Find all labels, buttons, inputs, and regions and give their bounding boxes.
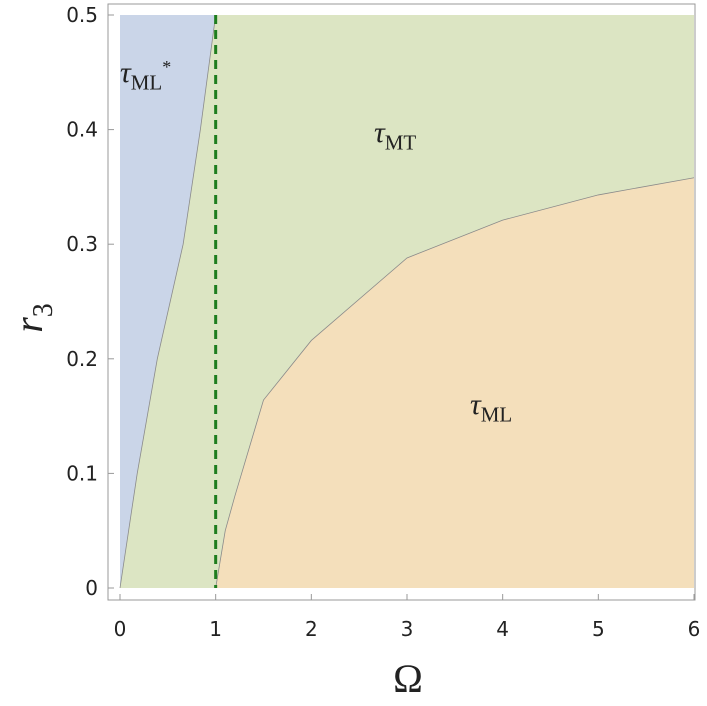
x-tick-label: 1 <box>209 617 222 641</box>
y-tick-label: 0.1 <box>66 461 98 485</box>
label-symbol: τ <box>120 56 132 89</box>
label-symbol: τ <box>470 388 482 421</box>
y-tick-label: 0 <box>85 576 98 600</box>
label-superscript: * <box>162 57 171 77</box>
region-boundary <box>215 177 695 589</box>
y-axis-label: r3 <box>6 303 59 333</box>
y-tick-label: 0.5 <box>66 3 98 27</box>
region-label: τML <box>470 388 512 427</box>
region <box>215 177 694 588</box>
label-symbol: r <box>6 317 51 333</box>
y-tick-label: 0.2 <box>66 347 98 371</box>
plot-frame <box>107 3 696 601</box>
x-axis-label: Ω <box>393 656 423 701</box>
x-tick-label: 2 <box>305 617 318 641</box>
x-tick-label: 5 <box>592 617 605 641</box>
label-subscript: ML <box>481 403 513 427</box>
label-symbol: τ <box>374 116 386 149</box>
region-label: τMT <box>374 116 416 155</box>
region-label: τML* <box>120 56 171 95</box>
x-tick-label: 0 <box>114 617 127 641</box>
y-tick-label: 0.4 <box>66 118 98 142</box>
x-tick-label: 3 <box>401 617 414 641</box>
x-tick-label: 6 <box>688 617 701 641</box>
label-subscript: ML <box>131 71 163 95</box>
x-tick-label: 4 <box>496 617 509 641</box>
label-subscript: MT <box>385 131 417 155</box>
region <box>120 15 216 588</box>
label-subscript: 3 <box>28 303 59 317</box>
region-boundary <box>119 14 217 589</box>
y-tick-label: 0.3 <box>66 232 98 256</box>
